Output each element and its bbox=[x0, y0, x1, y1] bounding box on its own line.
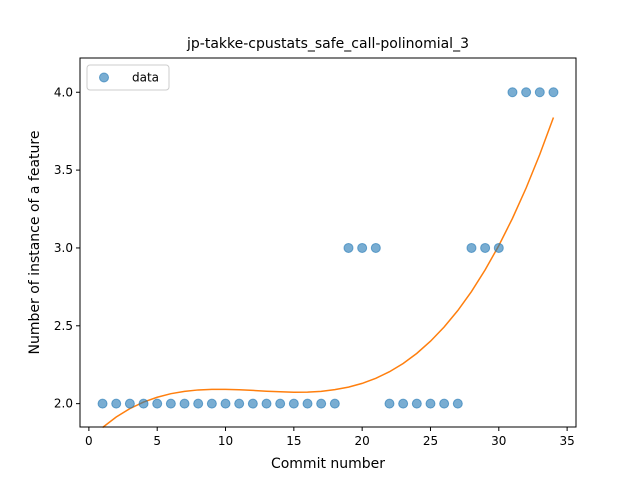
x-tick-label: 25 bbox=[423, 434, 438, 448]
y-tick-label: 2.0 bbox=[54, 397, 73, 411]
x-axis-ticks: 0 5 10 15 20 25 30 35 bbox=[85, 427, 575, 448]
data-point bbox=[261, 398, 272, 409]
x-axis-label: Commit number bbox=[271, 456, 385, 472]
data-point bbox=[548, 87, 559, 98]
data-point bbox=[357, 242, 368, 253]
data-point bbox=[493, 242, 504, 253]
legend-marker-data bbox=[99, 72, 109, 83]
x-tick-label: 15 bbox=[286, 434, 301, 448]
x-tick-label: 0 bbox=[85, 434, 93, 448]
data-point bbox=[234, 398, 245, 409]
y-tick-label: 3.0 bbox=[54, 241, 73, 255]
legend-label-data: data bbox=[132, 71, 159, 85]
legend: data bbox=[86, 64, 170, 91]
data-point bbox=[275, 398, 286, 409]
fit-line bbox=[102, 117, 555, 429]
x-tick-label: 30 bbox=[491, 434, 506, 448]
data-point bbox=[398, 398, 409, 409]
y-tick-label: 3.5 bbox=[54, 163, 73, 177]
data-point bbox=[507, 87, 518, 98]
data-point bbox=[343, 242, 354, 253]
fit-line-layer bbox=[102, 117, 555, 429]
y-tick-label: 4.0 bbox=[54, 85, 73, 99]
x-tick-label: 35 bbox=[559, 434, 574, 448]
data-point bbox=[152, 398, 163, 409]
data-point-layer bbox=[97, 87, 559, 409]
y-axis-ticks: 2.0 2.5 3.0 3.5 4.0 bbox=[54, 85, 80, 411]
data-point bbox=[288, 398, 299, 409]
data-point bbox=[439, 398, 450, 409]
y-axis-label: Number of instance of a feature bbox=[27, 131, 43, 355]
data-point bbox=[452, 398, 463, 409]
data-point bbox=[111, 398, 122, 409]
data-point bbox=[329, 398, 340, 409]
data-point bbox=[466, 242, 477, 253]
data-point bbox=[220, 398, 231, 409]
y-tick-label: 2.5 bbox=[54, 319, 73, 333]
legend-box bbox=[86, 64, 170, 91]
x-tick-label: 20 bbox=[355, 434, 370, 448]
data-point bbox=[521, 87, 532, 98]
data-point bbox=[425, 398, 436, 409]
x-tick-label: 10 bbox=[218, 434, 233, 448]
data-point bbox=[193, 398, 204, 409]
data-point bbox=[534, 87, 545, 98]
x-tick-label: 5 bbox=[153, 434, 161, 448]
data-point bbox=[370, 242, 381, 253]
data-point bbox=[316, 398, 327, 409]
plot-frame bbox=[79, 57, 577, 428]
data-point bbox=[480, 242, 491, 253]
data-point bbox=[179, 398, 190, 409]
data-point bbox=[124, 398, 135, 409]
chart-title: jp-takke-cpustats_safe_call-polinomial_3 bbox=[186, 36, 469, 52]
data-point bbox=[97, 398, 108, 409]
data-point bbox=[384, 398, 395, 409]
data-point bbox=[247, 398, 258, 409]
data-point bbox=[411, 398, 422, 409]
data-point bbox=[302, 398, 313, 409]
data-point bbox=[138, 398, 149, 409]
data-point bbox=[165, 398, 176, 409]
data-point bbox=[206, 398, 217, 409]
